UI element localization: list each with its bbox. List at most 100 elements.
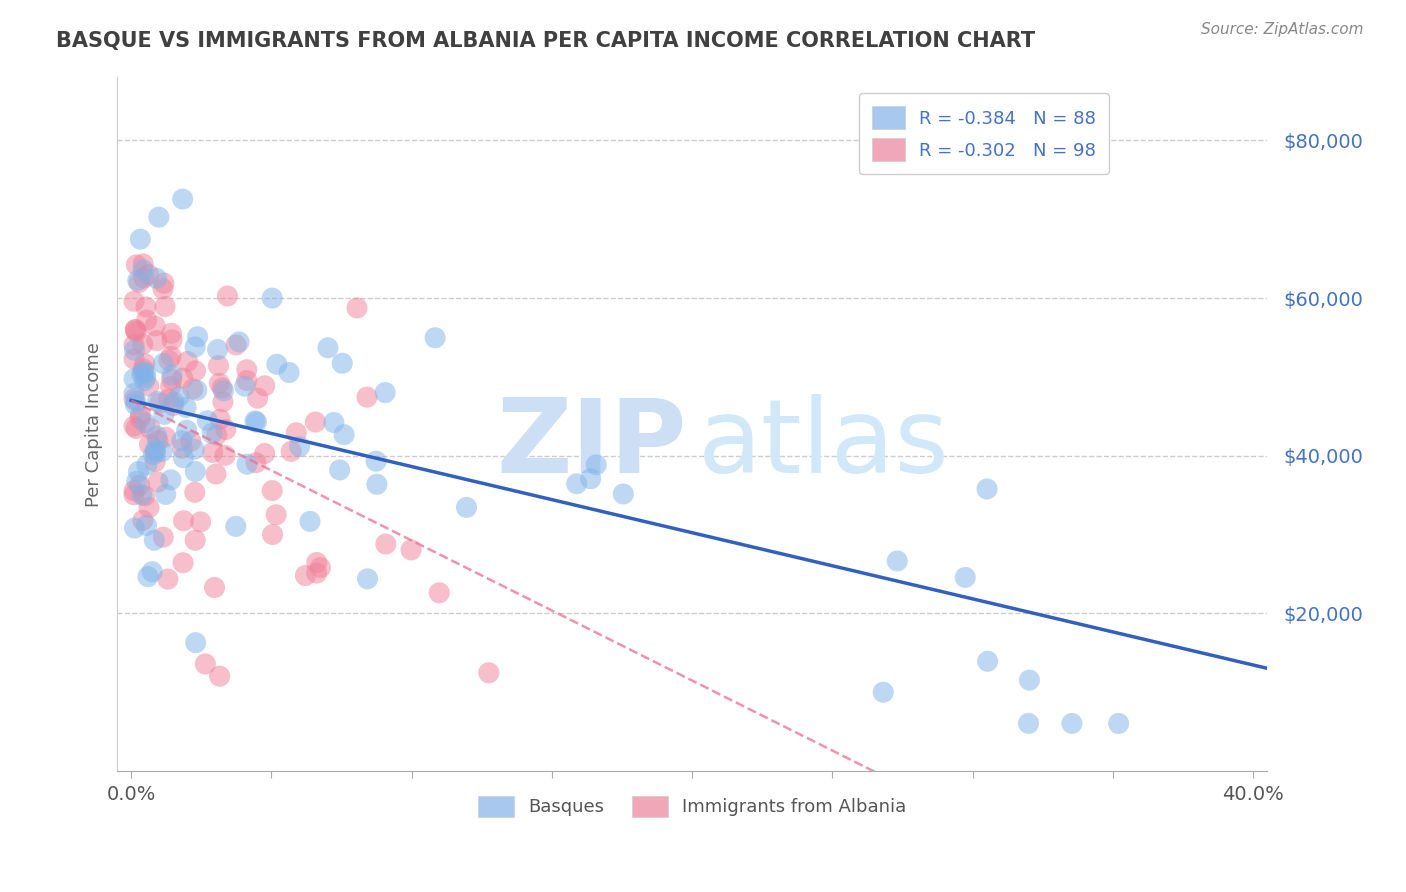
Point	[374, 385, 396, 400]
Point	[236, 374, 259, 388]
Point	[124, 323, 146, 337]
Point	[186, 383, 208, 397]
Point	[1108, 716, 1130, 731]
Point	[143, 318, 166, 333]
Point	[125, 421, 148, 435]
Point	[138, 500, 160, 515]
Point	[160, 326, 183, 341]
Point	[183, 442, 205, 457]
Point	[253, 379, 276, 393]
Legend: Basques, Immigrants from Albania: Basques, Immigrants from Albania	[471, 789, 914, 824]
Point	[280, 444, 302, 458]
Point	[246, 391, 269, 405]
Point	[245, 415, 267, 429]
Point	[478, 665, 501, 680]
Point	[157, 353, 180, 368]
Point	[134, 489, 156, 503]
Point	[204, 581, 226, 595]
Point	[132, 263, 155, 277]
Point	[236, 362, 259, 376]
Point	[132, 271, 155, 285]
Point	[135, 300, 157, 314]
Point	[195, 414, 218, 428]
Point	[122, 372, 145, 386]
Point	[132, 337, 155, 351]
Point	[146, 434, 169, 448]
Point	[174, 401, 197, 415]
Point	[160, 473, 183, 487]
Point	[212, 394, 235, 409]
Point	[138, 268, 160, 282]
Point	[262, 527, 284, 541]
Point	[207, 359, 229, 373]
Point	[145, 334, 167, 348]
Point	[194, 657, 217, 671]
Point	[160, 349, 183, 363]
Point	[172, 514, 194, 528]
Point	[245, 456, 267, 470]
Point	[122, 386, 145, 401]
Point	[305, 556, 328, 570]
Point	[399, 543, 422, 558]
Point	[122, 338, 145, 352]
Point	[122, 483, 145, 498]
Point	[322, 416, 344, 430]
Point	[148, 210, 170, 224]
Point	[149, 396, 172, 410]
Point	[955, 570, 977, 584]
Point	[364, 454, 387, 468]
Point	[129, 232, 152, 246]
Point	[135, 370, 157, 384]
Point	[152, 530, 174, 544]
Point	[145, 429, 167, 443]
Point	[122, 392, 145, 406]
Text: atlas: atlas	[697, 394, 949, 495]
Point	[1060, 716, 1083, 731]
Point	[150, 444, 173, 458]
Point	[135, 458, 157, 472]
Point	[184, 485, 207, 500]
Point	[233, 379, 256, 393]
Point	[131, 488, 153, 502]
Point	[288, 440, 311, 454]
Point	[190, 515, 212, 529]
Point	[214, 448, 236, 462]
Point	[356, 572, 378, 586]
Point	[225, 519, 247, 533]
Point	[146, 475, 169, 489]
Point	[160, 333, 183, 347]
Point	[298, 515, 321, 529]
Point	[127, 465, 149, 479]
Point	[565, 476, 588, 491]
Point	[134, 374, 156, 388]
Point	[152, 357, 174, 371]
Point	[356, 390, 378, 404]
Point	[309, 560, 332, 574]
Point	[124, 398, 146, 412]
Point	[162, 399, 184, 413]
Point	[333, 427, 356, 442]
Point	[228, 334, 250, 349]
Point	[159, 379, 181, 393]
Point	[160, 368, 183, 382]
Point	[374, 537, 396, 551]
Point	[170, 434, 193, 448]
Point	[125, 325, 148, 339]
Point	[330, 356, 353, 370]
Point	[886, 554, 908, 568]
Point	[266, 357, 288, 371]
Point	[124, 343, 146, 358]
Point	[132, 362, 155, 376]
Point	[135, 313, 157, 327]
Point	[243, 414, 266, 428]
Point	[456, 500, 478, 515]
Point	[304, 415, 326, 429]
Point	[205, 428, 228, 442]
Point	[153, 408, 176, 422]
Point	[184, 465, 207, 479]
Point	[294, 568, 316, 582]
Point	[160, 372, 183, 386]
Point	[128, 478, 150, 492]
Point	[217, 289, 239, 303]
Point	[172, 442, 194, 456]
